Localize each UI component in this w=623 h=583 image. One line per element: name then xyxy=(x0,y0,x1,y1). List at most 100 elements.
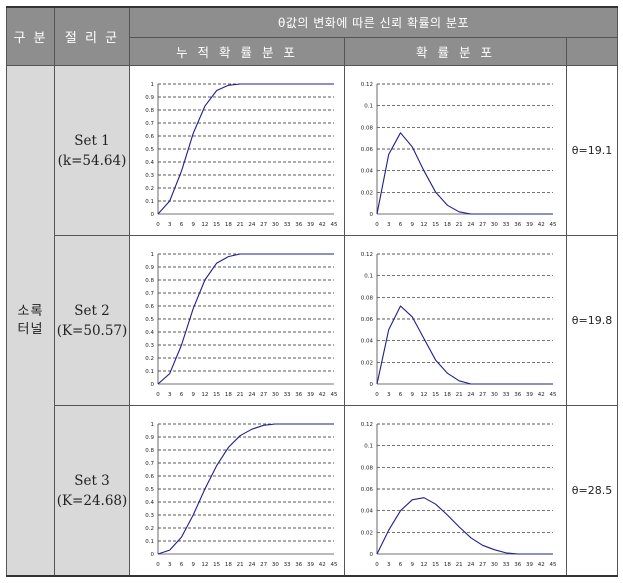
x-tick-label: 3 xyxy=(386,392,390,398)
set-k-value: (K=24.68) xyxy=(56,492,128,509)
y-tick-label: 0 xyxy=(151,212,155,218)
y-tick-label: 0.2 xyxy=(145,186,154,192)
y-tick-label: 0 xyxy=(369,382,373,388)
y-tick-label: 0.2 xyxy=(145,356,154,362)
y-tick-label: 0.9 xyxy=(145,95,154,101)
x-tick-label: 6 xyxy=(180,222,184,228)
y-tick-label: 0.08 xyxy=(360,295,373,301)
x-tick-label: 12 xyxy=(420,222,427,228)
x-tick-label: 36 xyxy=(514,222,521,228)
header-blank xyxy=(565,37,619,66)
x-tick-label: 21 xyxy=(237,392,244,398)
x-tick-label: 18 xyxy=(225,392,232,398)
series-line xyxy=(375,132,553,215)
series-line xyxy=(157,253,334,385)
header-cumulative: 누 적 확 률 분 포 xyxy=(129,37,345,66)
x-tick-label: 21 xyxy=(455,392,462,398)
x-tick-label: 12 xyxy=(201,392,208,398)
x-tick-label: 9 xyxy=(191,392,195,398)
x-tick-label: 6 xyxy=(180,562,184,568)
x-tick-label: 21 xyxy=(455,562,462,568)
x-tick-label: 30 xyxy=(490,222,497,228)
x-tick-label: 39 xyxy=(526,562,533,568)
set-k-value: (K=50.57) xyxy=(56,322,128,339)
y-tick-label: 1 xyxy=(151,422,155,428)
y-tick-label: 0.02 xyxy=(360,360,372,366)
x-tick-label: 3 xyxy=(168,562,172,568)
x-tick-label: 36 xyxy=(295,562,302,568)
x-tick-label: 24 xyxy=(467,562,474,568)
y-tick-label: 0 xyxy=(151,552,155,558)
header-title: θ값의 변화에 따른 신뢰 확률의 분포 xyxy=(128,6,619,38)
y-tick-label: 1 xyxy=(151,82,155,88)
theta-value: θ=19.1 xyxy=(565,65,619,236)
x-tick-label: 33 xyxy=(502,562,509,568)
x-tick-label: 15 xyxy=(213,392,220,398)
y-tick-label: 0.3 xyxy=(145,173,154,179)
y-tick-label: 0.7 xyxy=(145,461,154,467)
y-tick-label: 0.7 xyxy=(145,291,154,297)
x-tick-label: 12 xyxy=(420,562,427,568)
x-tick-label: 33 xyxy=(284,562,291,568)
x-tick-label: 45 xyxy=(549,222,556,228)
y-tick-label: 0 xyxy=(151,382,155,388)
theta-value: θ=28.5 xyxy=(565,405,619,577)
x-tick-label: 45 xyxy=(331,222,338,228)
x-tick-label: 24 xyxy=(467,392,474,398)
y-tick-label: 0.08 xyxy=(360,465,373,471)
y-tick-label: 0 xyxy=(369,212,373,218)
x-tick-label: 27 xyxy=(260,222,267,228)
y-tick-label: 0.4 xyxy=(145,160,154,166)
y-tick-label: 0.6 xyxy=(145,134,154,140)
y-tick-label: 0.08 xyxy=(360,125,373,131)
header-joint-group: 절 리 군 xyxy=(54,6,130,66)
x-tick-label: 33 xyxy=(284,222,291,228)
set-cell: Set 1 (k=54.64) xyxy=(54,65,130,236)
x-tick-label: 30 xyxy=(272,392,279,398)
y-tick-label: 0.8 xyxy=(145,448,154,454)
set-k-value: (k=54.64) xyxy=(57,152,127,169)
x-tick-label: 42 xyxy=(319,222,326,228)
probability-chart-set-2: 00.020.040.060.080.10.120 3 6 9 12 15 18 21 24 27… xyxy=(360,252,556,398)
x-tick-label: 6 xyxy=(398,392,402,398)
x-tick-label: 24 xyxy=(248,222,255,228)
probability-chart-set-3: 00.020.040.060.080.10.120 3 6 9 12 15 18 21 24 27… xyxy=(360,422,556,568)
y-tick-label: 0.9 xyxy=(145,265,154,271)
x-tick-label: 9 xyxy=(410,562,414,568)
y-tick-label: 0.04 xyxy=(360,169,373,175)
x-tick-label: 12 xyxy=(201,562,208,568)
x-tick-label: 0 xyxy=(375,222,379,228)
x-tick-label: 6 xyxy=(398,222,402,228)
set-name: Set 3 xyxy=(74,472,110,489)
x-tick-label: 15 xyxy=(432,222,439,228)
series-line xyxy=(157,83,334,215)
y-tick-label: 0.1 xyxy=(145,199,154,205)
x-tick-label: 6 xyxy=(180,392,184,398)
x-tick-label: 42 xyxy=(319,392,326,398)
x-tick-label: 9 xyxy=(410,392,414,398)
x-tick-label: 27 xyxy=(260,562,267,568)
probability-chart-cell: 0 0.02 0.04 0.06 0.08 0.1 0.12 0 3 6 9 12 15 18 21 24 27… xyxy=(344,65,567,236)
cumulative-chart-cell: 0 0.1 0.2 0.3 0.4 0.5 0.6 0.7 0.8 0.9 1 0 3 6 9 12 15 18 2… xyxy=(129,405,345,577)
header-category: 구 분 xyxy=(6,6,55,66)
y-tick-label: 0.5 xyxy=(145,487,154,493)
x-tick-label: 42 xyxy=(537,562,544,568)
x-tick-label: 3 xyxy=(386,222,390,228)
x-tick-label: 0 xyxy=(156,562,160,568)
x-tick-label: 18 xyxy=(443,392,450,398)
x-tick-label: 18 xyxy=(225,222,232,228)
results-table: 구 분 절 리 군 θ값의 변화에 따른 신뢰 확률의 분포 누 적 확 률 분… xyxy=(6,6,619,577)
y-tick-label: 0.1 xyxy=(364,104,373,110)
y-tick-label: 0.6 xyxy=(145,304,154,310)
cumulative-chart-set-1: 00.10.20.30.40.50.60.70.80.910 3 6 9 12 15 18 2… xyxy=(145,82,338,228)
probability-chart-cell: 0 0.02 0.04 0.06 0.08 0.1 0.12 0 3 6 9 12 15 18 21 24 27… xyxy=(344,235,567,406)
x-tick-label: 0 xyxy=(156,392,160,398)
region-cell: 소록 터널 xyxy=(6,65,55,577)
y-tick-label: 1 xyxy=(151,252,155,258)
x-tick-label: 39 xyxy=(307,392,314,398)
y-tick-label: 0.06 xyxy=(360,147,373,153)
y-tick-label: 0.1 xyxy=(364,274,373,280)
x-tick-label: 21 xyxy=(237,222,244,228)
x-tick-label: 27 xyxy=(260,392,267,398)
